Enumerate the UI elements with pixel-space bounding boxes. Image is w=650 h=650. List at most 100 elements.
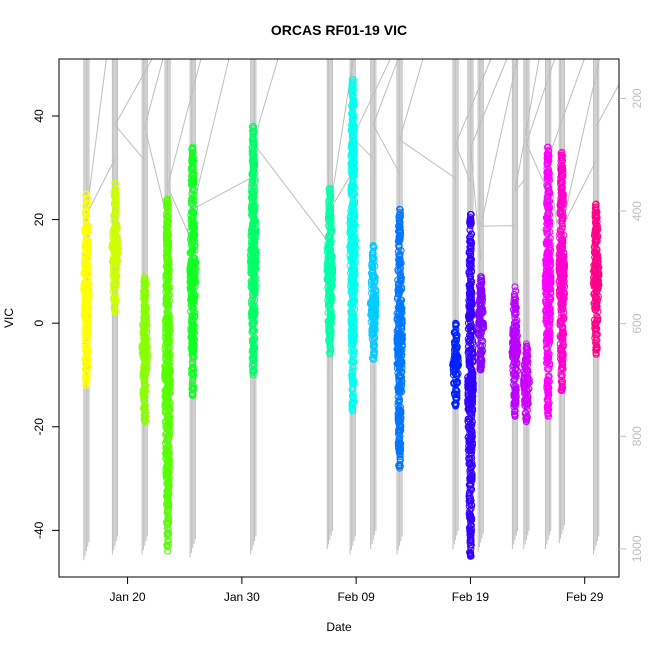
- data-point: [82, 246, 90, 254]
- data-point: [326, 339, 334, 347]
- data-point: [591, 230, 599, 238]
- data-point: [396, 414, 404, 422]
- data-point: [164, 195, 172, 203]
- data-point: [82, 322, 90, 330]
- data-point: [249, 326, 257, 333]
- data-point: [189, 291, 196, 299]
- data-point: [350, 141, 358, 149]
- data-point: [546, 241, 554, 249]
- data-point: [324, 276, 332, 284]
- data-point: [398, 332, 406, 340]
- data-point: [396, 380, 403, 388]
- data-point: [560, 294, 568, 302]
- data-point: [249, 371, 257, 379]
- data-point: [557, 346, 565, 354]
- data-point: [465, 338, 473, 346]
- data-point: [82, 286, 90, 294]
- data-point: [249, 207, 256, 215]
- data-point: [248, 184, 256, 192]
- data-point: [477, 286, 485, 294]
- data-point: [187, 288, 195, 295]
- data-point: [324, 292, 332, 299]
- data-point: [189, 303, 197, 310]
- data-point: [468, 298, 476, 306]
- data-point: [477, 273, 485, 281]
- data-point: [164, 519, 172, 527]
- data-point: [544, 334, 552, 342]
- overlay-transit-line: [514, 59, 540, 192]
- data-point: [546, 189, 554, 197]
- data-point: [141, 383, 149, 391]
- data-point: [250, 129, 258, 137]
- data-point: [477, 355, 485, 362]
- data-point: [164, 257, 172, 265]
- data-point: [189, 319, 197, 327]
- data-point: [511, 386, 519, 394]
- data-point: [467, 481, 475, 489]
- data-point: [162, 388, 170, 396]
- data-point: [248, 225, 256, 233]
- data-point: [188, 208, 196, 216]
- data-point: [191, 309, 199, 317]
- data-point: [140, 361, 148, 369]
- data-series: [508, 283, 522, 420]
- data-point: [542, 266, 550, 274]
- data-point: [326, 330, 334, 338]
- data-point: [466, 285, 474, 293]
- data-point: [164, 349, 172, 357]
- data-point: [467, 406, 475, 414]
- data-point: [370, 273, 378, 281]
- data-point: [558, 373, 566, 381]
- data-point: [466, 481, 474, 489]
- data-point: [326, 313, 334, 321]
- data-point: [452, 376, 460, 383]
- data-point: [556, 230, 564, 238]
- data-point: [164, 203, 172, 211]
- data-point: [592, 273, 600, 281]
- data-point: [511, 408, 518, 416]
- data-series: [161, 195, 174, 555]
- data-point: [556, 252, 564, 260]
- data-point: [510, 390, 518, 398]
- data-point: [510, 349, 517, 357]
- data-point: [349, 390, 357, 398]
- data-point: [465, 359, 473, 366]
- data-point: [165, 312, 173, 320]
- data-point: [370, 319, 378, 327]
- data-point: [545, 217, 553, 224]
- data-point: [557, 313, 565, 321]
- data-point: [559, 197, 567, 205]
- data-point: [465, 362, 473, 370]
- data-point: [545, 206, 553, 214]
- data-point: [454, 353, 462, 361]
- data-point: [165, 412, 173, 420]
- overlay-connector-line: [252, 142, 331, 245]
- data-point: [469, 370, 477, 378]
- data-point: [522, 340, 530, 348]
- data-point: [466, 485, 474, 493]
- data-point: [249, 312, 257, 320]
- data-point: [140, 365, 148, 373]
- data-point: [349, 103, 357, 111]
- data-point: [510, 296, 518, 304]
- data-point: [545, 412, 553, 420]
- overlay-connector-line: [85, 158, 116, 216]
- data-point: [368, 261, 376, 269]
- data-point: [452, 345, 460, 353]
- data-point: [557, 154, 565, 162]
- data-point: [328, 311, 335, 319]
- data-point: [466, 346, 474, 354]
- data-point: [368, 325, 376, 333]
- data-point: [190, 294, 198, 302]
- data-point: [85, 264, 93, 272]
- data-point: [111, 224, 119, 232]
- data-point: [513, 350, 521, 358]
- data-point: [368, 289, 376, 297]
- data-point: [466, 303, 474, 310]
- data-point: [394, 325, 402, 333]
- data-point: [558, 387, 566, 394]
- data-point: [188, 329, 196, 337]
- data-point: [327, 258, 335, 266]
- data-point: [140, 283, 148, 291]
- data-point: [80, 270, 88, 278]
